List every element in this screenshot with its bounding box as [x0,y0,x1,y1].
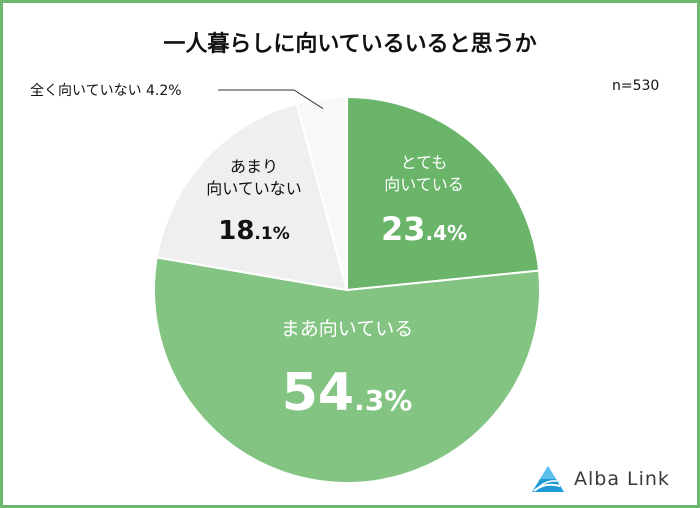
leader-line-3 [218,89,324,110]
alba-link-logo-icon [532,466,564,492]
pie-slice-3 [295,95,348,291]
chart-title: 一人暮らしに向いているいると思うか [163,32,537,57]
pie-slice-1 [153,256,541,484]
alba-link-logo: Alba Link [530,464,670,494]
slice-value-1: 54.3% [282,363,413,423]
slice-label-2-line-0: あまり [230,157,278,176]
slice-label-3: 全く向いていない 4.2% [30,82,182,99]
pie-slice-0 [346,95,541,292]
slice-value-0: 23.4% [381,210,467,248]
alba-link-logo-text: Alba Link [574,468,670,490]
slice-label-1-line-0: まあ向いている [281,318,413,340]
slice-label-0-line-0: とても [401,153,448,172]
pie-slice-2 [155,102,349,292]
sample-size-label: n=530 [612,78,660,94]
slice-value-2: 18.1% [218,216,290,246]
slice-label-2-line-1: 向いていない [206,179,302,198]
slice-label-0-line-1: 向いている [384,175,464,194]
